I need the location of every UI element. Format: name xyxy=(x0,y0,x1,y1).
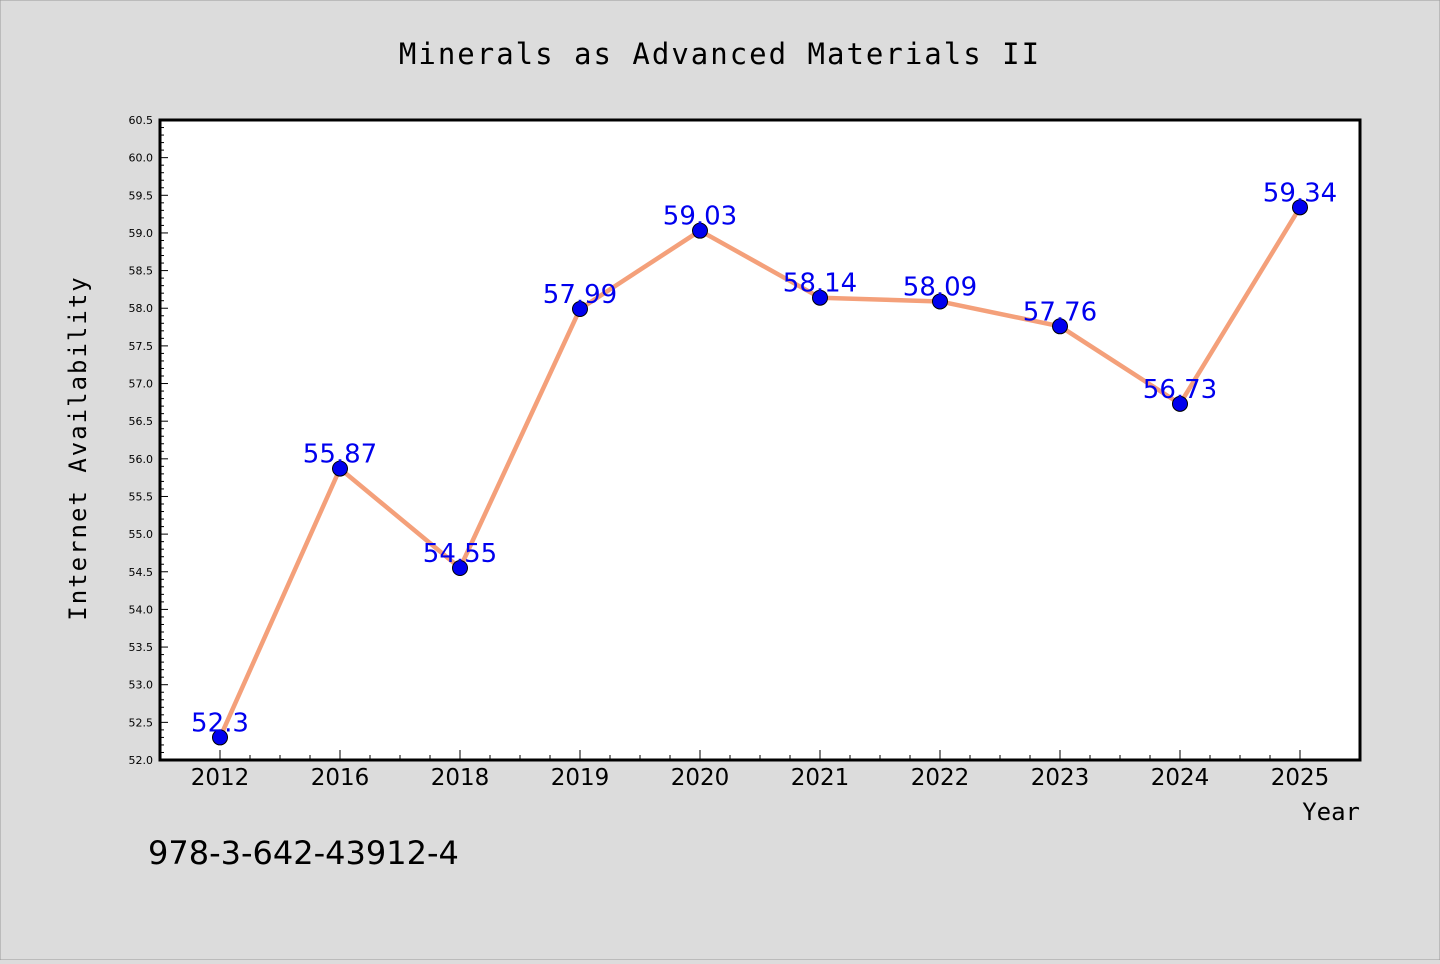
y-tick-label: 56.0 xyxy=(129,453,154,466)
data-label: 59.34 xyxy=(1263,178,1337,208)
x-tick-label: 2019 xyxy=(551,765,610,791)
y-tick-label: 53.5 xyxy=(129,641,154,654)
x-tick-label: 2018 xyxy=(431,765,490,791)
data-label: 57.76 xyxy=(1023,297,1097,327)
isbn-annotation: 978-3-642-43912-4 xyxy=(148,834,459,872)
y-tick-label: 54.5 xyxy=(129,566,154,579)
data-point xyxy=(332,460,348,477)
x-tick-label: 2022 xyxy=(911,765,970,791)
y-tick-label: 55.0 xyxy=(129,528,154,541)
y-tick-label: 60.0 xyxy=(129,152,154,165)
data-point xyxy=(812,289,828,306)
y-axis-ticks: 52.0 52.5 53.0 53.5 54.0 54.5 55.0 55.5 56.0 56.5… xyxy=(129,114,168,767)
y-tick-label: 55.5 xyxy=(129,490,154,503)
y-tick-label: 57.5 xyxy=(129,340,154,353)
data-point xyxy=(1292,199,1308,216)
y-tick-label: 54.0 xyxy=(129,603,154,616)
data-label: 52.3 xyxy=(191,708,249,738)
x-axis-ticks: 2012 2016 2018 2019 2020 2021 2022 2023 2024 2025 xyxy=(191,750,1330,791)
y-tick-label: 52.5 xyxy=(129,716,154,729)
x-tick-label: 2023 xyxy=(1031,765,1090,791)
y-tick-label: 57.0 xyxy=(129,378,154,391)
data-label: 54.55 xyxy=(423,539,497,569)
x-tick-label: 2021 xyxy=(791,765,850,791)
data-label: 59.03 xyxy=(663,202,737,232)
x-tick-label: 2025 xyxy=(1271,765,1330,791)
data-point xyxy=(932,293,948,310)
data-label: 58.09 xyxy=(903,272,977,302)
x-tick-label: 2016 xyxy=(311,765,370,791)
x-tick-label: 2020 xyxy=(671,765,730,791)
y-tick-label: 60.5 xyxy=(129,114,154,127)
x-tick-label: 2012 xyxy=(191,765,250,791)
data-point xyxy=(572,300,588,317)
y-tick-label: 58.0 xyxy=(129,302,154,315)
y-tick-label: 52.0 xyxy=(129,754,154,767)
data-point xyxy=(212,729,228,746)
data-point xyxy=(692,222,708,239)
plot-frame xyxy=(158,118,1362,762)
y-tick-label: 53.0 xyxy=(129,679,154,692)
y-tick-label: 56.5 xyxy=(129,415,154,428)
data-point xyxy=(452,560,468,576)
data-label: 56.73 xyxy=(1143,375,1217,405)
plot-area xyxy=(160,120,1360,760)
y-tick-label: 59.5 xyxy=(129,189,154,202)
data-label: 58.14 xyxy=(783,269,857,299)
series-layer: 52.3 55.87 54.55 57.99 59.03 58.14 58.09 57.76 5… xyxy=(191,178,1337,746)
data-point xyxy=(1172,395,1188,412)
data-label: 57.99 xyxy=(543,280,617,310)
chart-title: Minerals as Advanced Materials II xyxy=(399,37,1041,71)
y-tick-label: 58.5 xyxy=(129,265,154,278)
x-axis-label: Year xyxy=(1302,798,1360,826)
y-tick-label: 59.0 xyxy=(129,227,154,240)
data-label: 55.87 xyxy=(303,440,377,470)
y-axis-label: Internet Availability xyxy=(64,275,92,620)
series-line xyxy=(217,205,1303,740)
data-point xyxy=(1052,318,1068,335)
x-tick-label: 2024 xyxy=(1151,765,1210,791)
